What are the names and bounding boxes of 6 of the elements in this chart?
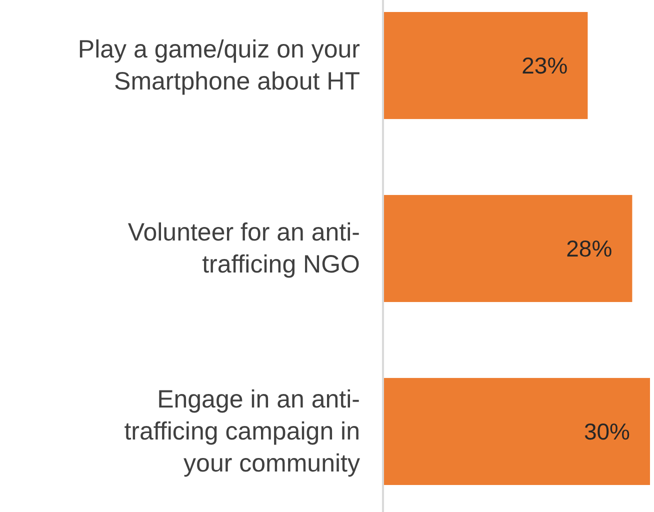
- data-label: 28%: [566, 236, 612, 262]
- data-label: 23%: [522, 52, 568, 79]
- y-tick-label: Engage in an anti-trafficing campaign in your community: [124, 385, 360, 478]
- y-tick-label: Volunteer for an anti-trafficing NGO: [128, 218, 360, 278]
- y-tick-label: Play a game/quiz on your Smartphone about HT: [78, 36, 360, 96]
- data-label: 30%: [584, 418, 630, 444]
